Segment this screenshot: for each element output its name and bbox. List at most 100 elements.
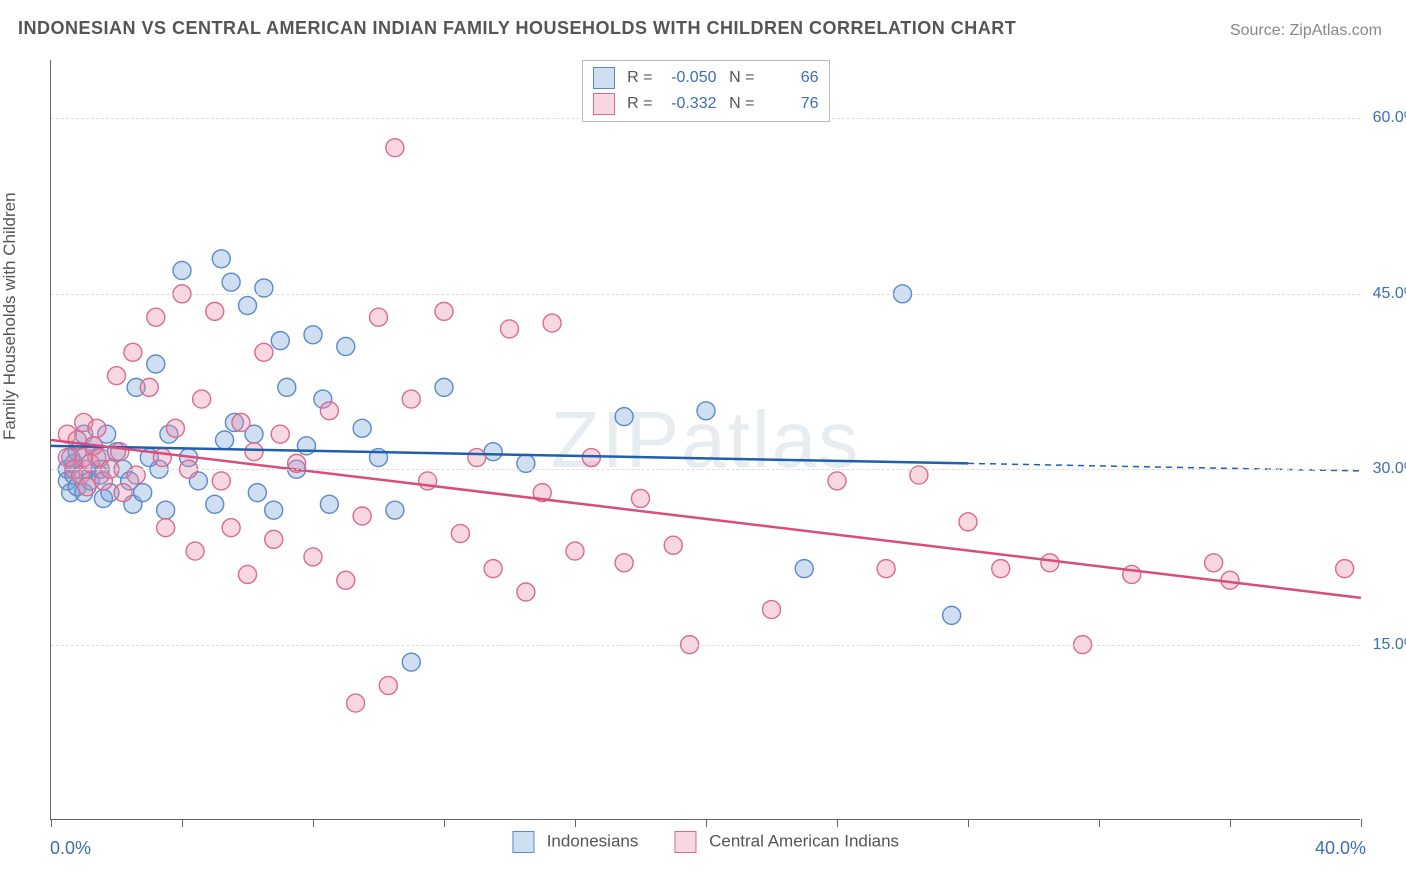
marker-indonesians <box>320 495 338 513</box>
marker-central_american_indians <box>239 565 257 583</box>
y-tick-label: 60.0% <box>1373 109 1406 127</box>
marker-central_american_indians <box>543 314 561 332</box>
marker-central_american_indians <box>451 525 469 543</box>
legend-label-indonesians: Indonesians <box>547 831 639 850</box>
marker-central_american_indians <box>212 472 230 490</box>
marker-central_american_indians <box>763 601 781 619</box>
legend-swatch-cai <box>674 831 696 853</box>
legend-label-cai: Central American Indians <box>709 831 899 850</box>
marker-indonesians <box>943 606 961 624</box>
marker-central_american_indians <box>386 139 404 157</box>
marker-indonesians <box>212 250 230 268</box>
marker-central_american_indians <box>320 402 338 420</box>
x-tick <box>313 819 314 827</box>
legend-item-indonesians: Indonesians <box>512 831 638 853</box>
marker-indonesians <box>173 261 191 279</box>
marker-central_american_indians <box>1123 565 1141 583</box>
legend-stats-swatch-2 <box>593 93 615 115</box>
marker-central_american_indians <box>468 449 486 467</box>
x-axis-min-label: 0.0% <box>50 838 91 859</box>
marker-central_american_indians <box>353 507 371 525</box>
source-label: Source: ZipAtlas.com <box>1230 22 1382 40</box>
marker-central_american_indians <box>88 419 106 437</box>
marker-indonesians <box>304 326 322 344</box>
marker-indonesians <box>248 484 266 502</box>
x-tick <box>968 819 969 827</box>
marker-central_american_indians <box>337 571 355 589</box>
marker-indonesians <box>265 501 283 519</box>
marker-indonesians <box>697 402 715 420</box>
marker-indonesians <box>278 378 296 396</box>
marker-central_american_indians <box>108 367 126 385</box>
y-axis-title: Family Households with Children <box>0 192 20 440</box>
marker-central_american_indians <box>992 560 1010 578</box>
marker-central_american_indians <box>232 413 250 431</box>
marker-central_american_indians <box>271 425 289 443</box>
marker-central_american_indians <box>140 378 158 396</box>
x-tick <box>51 819 52 827</box>
marker-central_american_indians <box>484 560 502 578</box>
x-tick <box>1230 819 1231 827</box>
marker-central_american_indians <box>828 472 846 490</box>
marker-indonesians <box>615 408 633 426</box>
legend-r-label: R = <box>623 69 653 87</box>
marker-central_american_indians <box>632 489 650 507</box>
gridline <box>51 294 1360 295</box>
x-tick <box>182 819 183 827</box>
marker-central_american_indians <box>186 542 204 560</box>
marker-indonesians <box>134 484 152 502</box>
marker-indonesians <box>795 560 813 578</box>
marker-indonesians <box>435 378 453 396</box>
legend-n-label: N = <box>725 69 755 87</box>
legend-n-value-1: 66 <box>763 69 819 87</box>
y-tick-label: 30.0% <box>1373 460 1406 478</box>
legend-swatch-indonesians <box>512 831 534 853</box>
marker-indonesians <box>206 495 224 513</box>
legend-r-value-2: -0.332 <box>661 95 717 113</box>
marker-indonesians <box>216 431 234 449</box>
chart-svg <box>51 60 1360 819</box>
marker-indonesians <box>271 332 289 350</box>
marker-indonesians <box>386 501 404 519</box>
legend-item-cai: Central American Indians <box>674 831 899 853</box>
marker-central_american_indians <box>124 343 142 361</box>
marker-indonesians <box>484 443 502 461</box>
legend-r-label: R = <box>623 95 653 113</box>
legend-stats-row-1: R = -0.050 N = 66 <box>593 65 819 91</box>
x-axis-max-label: 40.0% <box>1315 838 1366 859</box>
x-tick <box>444 819 445 827</box>
gridline <box>51 645 1360 646</box>
marker-central_american_indians <box>347 694 365 712</box>
marker-central_american_indians <box>517 583 535 601</box>
marker-central_american_indians <box>664 536 682 554</box>
marker-indonesians <box>402 653 420 671</box>
gridline <box>51 469 1360 470</box>
marker-central_american_indians <box>1336 560 1354 578</box>
marker-central_american_indians <box>304 548 322 566</box>
marker-central_american_indians <box>501 320 519 338</box>
legend-bottom: Indonesians Central American Indians <box>512 831 899 853</box>
x-tick <box>1361 819 1362 827</box>
legend-n-value-2: 76 <box>763 95 819 113</box>
marker-central_american_indians <box>114 484 132 502</box>
marker-central_american_indians <box>959 513 977 531</box>
marker-central_american_indians <box>615 554 633 572</box>
marker-indonesians <box>353 419 371 437</box>
marker-indonesians <box>239 297 257 315</box>
marker-central_american_indians <box>153 449 171 467</box>
legend-r-value-1: -0.050 <box>661 69 717 87</box>
marker-central_american_indians <box>78 478 96 496</box>
marker-central_american_indians <box>166 419 184 437</box>
x-tick <box>837 819 838 827</box>
marker-central_american_indians <box>245 443 263 461</box>
x-tick <box>1099 819 1100 827</box>
chart-title: INDONESIAN VS CENTRAL AMERICAN INDIAN FA… <box>18 18 1016 39</box>
marker-central_american_indians <box>111 443 129 461</box>
marker-central_american_indians <box>255 343 273 361</box>
marker-central_american_indians <box>370 308 388 326</box>
marker-indonesians <box>157 501 175 519</box>
marker-central_american_indians <box>193 390 211 408</box>
marker-central_american_indians <box>265 530 283 548</box>
y-tick-label: 15.0% <box>1373 636 1406 654</box>
marker-central_american_indians <box>157 519 175 537</box>
